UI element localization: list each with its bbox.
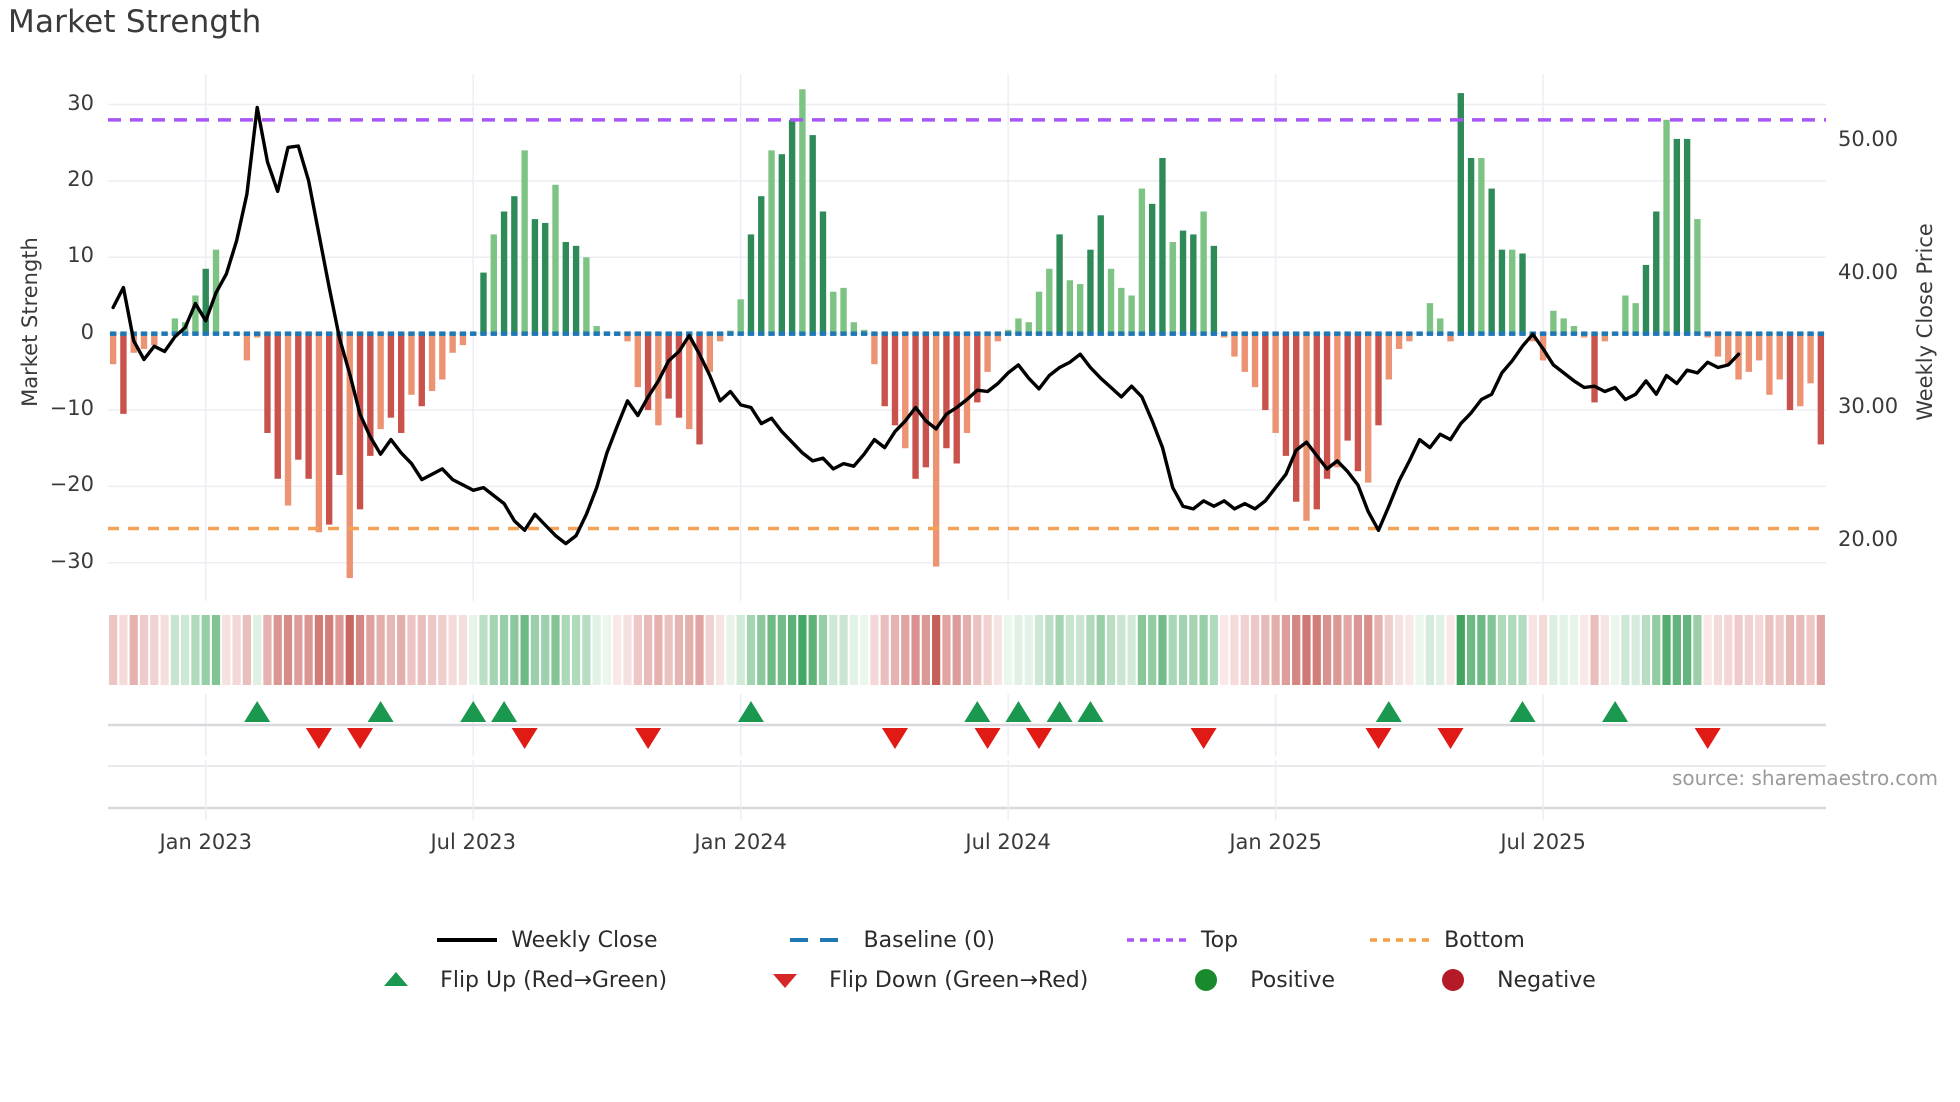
legend-item-label: Top [1200,927,1239,953]
legend-item-label: Baseline (0) [863,927,995,953]
x-tick-label: Jan 2023 [159,830,252,854]
legend-item-label: Positive [1250,967,1336,993]
up-triangle-icon [364,969,428,991]
legend-row-markers: Flip Up (Red→Green) Flip Down (Green→Red)… [0,960,1960,1000]
x-tick-label: Jan 2024 [694,830,787,854]
left-tick-label: −20 [49,472,94,497]
right-tick-label: 40.00 [1838,260,1899,285]
left-tick-label: −30 [49,548,94,573]
x-tick-label: Jul 2025 [1500,830,1586,854]
green-dot-icon [1174,969,1238,991]
legend-item-label: Flip Down (Green→Red) [829,967,1089,993]
left-tick-label: −10 [49,396,94,421]
left-tick-label: 0 [80,319,94,344]
right-tick-label: 50.00 [1838,126,1899,151]
legend-item[interactable]: Negative [1421,968,1596,993]
down-triangle-icon [753,969,817,991]
legend-item-label: Negative [1497,967,1596,993]
x-axis-line [108,760,1826,820]
page-title: Market Strength [8,4,262,40]
legend-row-primary: Weekly Close Baseline (0) Top Bottom [0,920,1960,960]
right-tick-label: 30.00 [1838,393,1899,418]
legend-item[interactable]: Bottom [1368,928,1525,953]
dotted-orange-line-icon [1368,929,1432,951]
market-strength-plot [108,74,1826,601]
legend-item[interactable]: Positive [1174,968,1335,993]
red-dot-icon [1421,969,1485,991]
legend-item-label: Bottom [1444,927,1525,953]
left-tick-label: 20 [67,166,94,191]
left-tick-label: 10 [67,243,94,268]
left-tick-label: 30 [67,90,94,115]
chart-legend: Weekly Close Baseline (0) Top Bottom Flip U… [0,920,1960,1000]
legend-item[interactable]: Top [1125,928,1238,953]
dashed-blue-line-icon [788,929,852,951]
legend-item-label: Flip Up (Red→Green) [440,967,668,993]
legend-item[interactable]: Flip Up (Red→Green) [364,968,667,993]
legend-item[interactable]: Baseline (0) [788,928,995,953]
strength-heat-strip [108,611,1826,689]
legend-item-label: Weekly Close [511,927,658,953]
solid-black-line-icon [435,929,499,951]
right-tick-label: 20.00 [1838,526,1899,551]
dotted-purple-line-icon [1125,929,1189,951]
flip-marker-row [108,694,1826,756]
legend-item[interactable]: Flip Down (Green→Red) [753,968,1088,993]
x-tick-label: Jul 2024 [965,830,1051,854]
legend-item[interactable]: Weekly Close [435,927,658,953]
x-tick-label: Jan 2025 [1229,830,1322,854]
x-tick-label: Jul 2023 [430,830,516,854]
source-attribution: source: sharemaestro.com [1672,766,1938,790]
